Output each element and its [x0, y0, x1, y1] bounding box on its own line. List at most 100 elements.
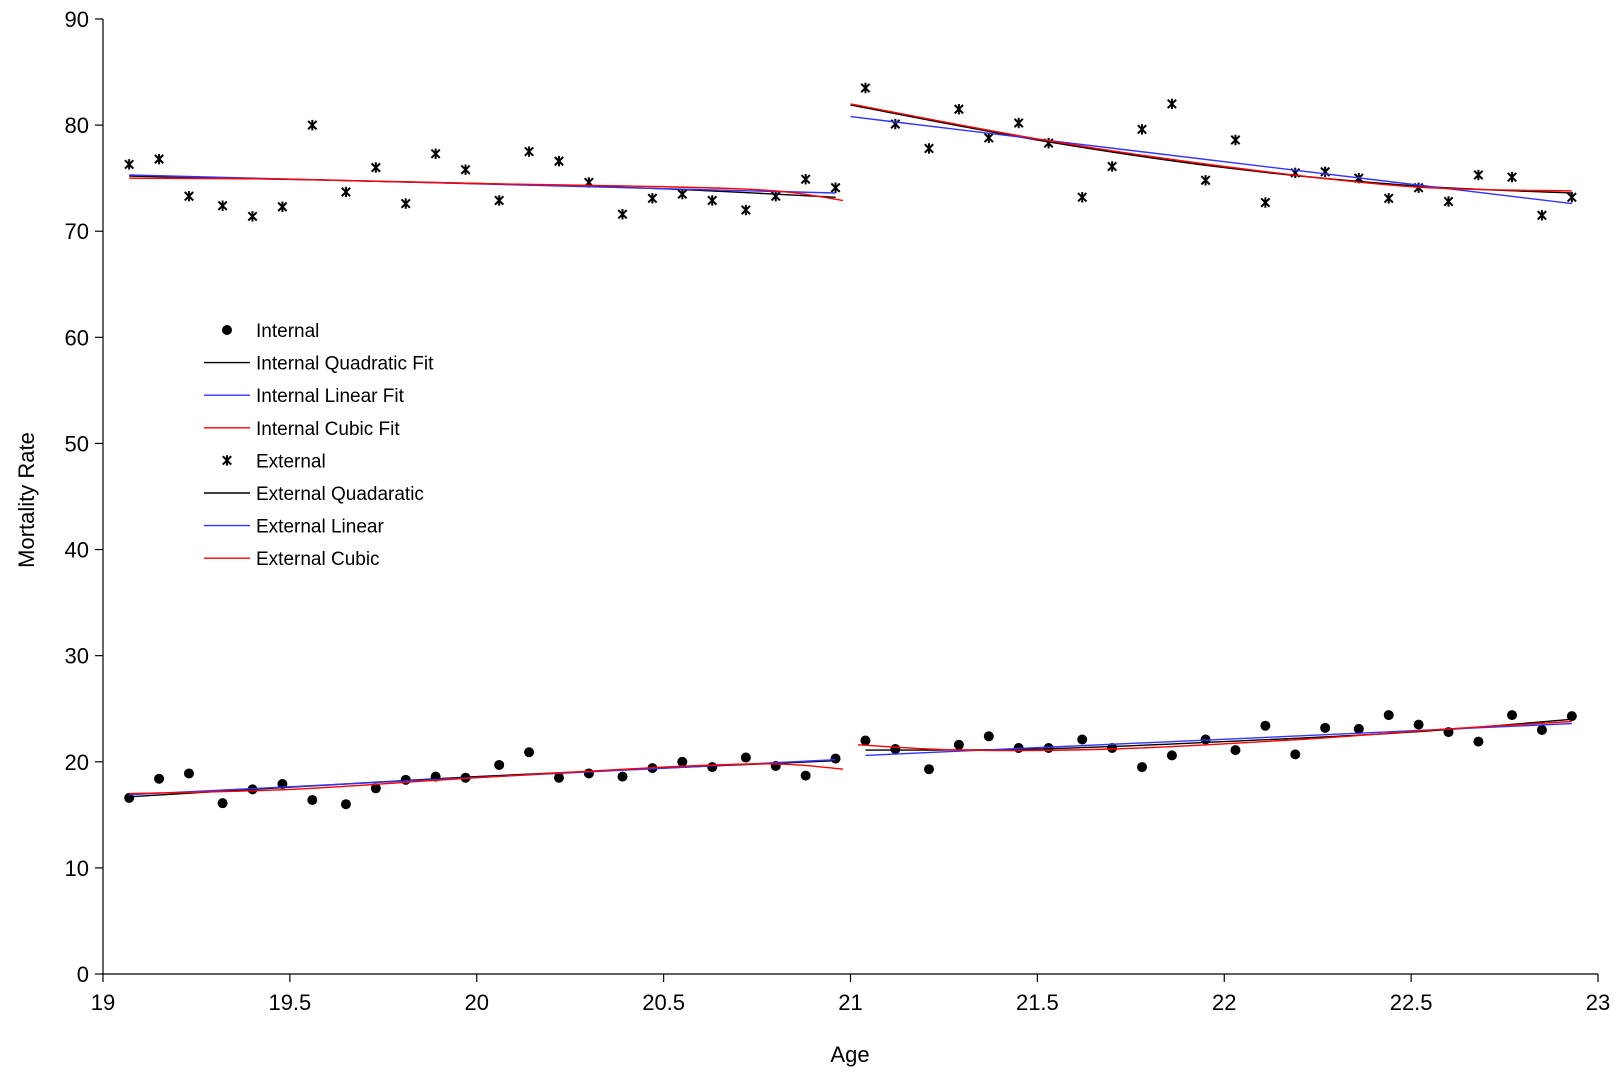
series-external-cubic [129, 103, 1572, 202]
data-point-external [1443, 196, 1454, 207]
series-internal [124, 710, 1577, 810]
data-point-external [1230, 134, 1241, 146]
data-point-internal [1107, 742, 1118, 753]
fit-line-external-quadaratic [850, 104, 1572, 194]
data-point-external [341, 186, 351, 198]
data-point-external [247, 211, 258, 222]
fit-line-external-cubic [129, 177, 844, 202]
data-point-internal [217, 798, 228, 809]
data-point-external [494, 195, 505, 206]
data-point-external [953, 103, 964, 115]
y-tick-label: 50 [65, 431, 89, 456]
y-tick-label: 90 [65, 7, 89, 32]
fit-line-internal-quadratic-fit [865, 718, 1572, 751]
legend-label: Internal Linear Fit [256, 386, 405, 407]
data-point-external [770, 191, 781, 202]
data-point-internal [830, 753, 841, 764]
data-point-internal [1473, 736, 1484, 747]
data-point-internal [1383, 710, 1394, 721]
data-point-internal [1507, 710, 1518, 721]
data-point-internal [124, 792, 135, 803]
data-point-internal [707, 762, 718, 773]
legend-label: External Linear [256, 517, 384, 538]
data-point-internal [370, 783, 381, 794]
x-tick-label: 22.5 [1390, 990, 1433, 1015]
y-tick-label: 80 [65, 113, 89, 138]
data-point-internal [1566, 711, 1577, 722]
y-tick-label: 20 [65, 750, 89, 775]
data-point-external [124, 159, 135, 170]
data-point-internal [800, 770, 811, 781]
fit-line-internal-cubic-fit [857, 720, 1572, 752]
data-point-internal [183, 768, 194, 779]
y-tick-label: 10 [65, 856, 89, 881]
data-point-external [1473, 169, 1484, 181]
data-point-external [740, 204, 751, 216]
x-tick-label: 23 [1586, 990, 1610, 1015]
data-point-external [1137, 124, 1147, 135]
data-point-external [400, 198, 411, 209]
x-tick-label: 22 [1212, 990, 1236, 1015]
data-point-internal [553, 772, 564, 783]
data-point-external [1383, 193, 1394, 204]
legend-label: Internal Cubic Fit [256, 419, 400, 440]
legend-item-internal-linear-fit: Internal Linear Fit [204, 386, 405, 407]
data-point-external [277, 201, 288, 213]
series-external [124, 82, 1577, 222]
data-point-external [830, 182, 841, 193]
data-point-internal [1077, 734, 1088, 745]
legend-label: External [256, 451, 326, 472]
axes: 0 10 20 30 40 50 60 70 80 90 19 19.5 20 20.5 21 21.5 22 2… [65, 7, 1611, 1015]
fit-line-external-linear [850, 115, 1572, 205]
data-point-internal [1230, 745, 1241, 756]
series-internal-cubic-fit [129, 720, 1572, 795]
data-point-external [1566, 192, 1577, 203]
data-point-external [983, 132, 994, 144]
y-tick-label: 70 [65, 219, 89, 244]
data-point-external [800, 174, 811, 185]
data-point-external [924, 143, 934, 154]
x-tick-label: 21.5 [1016, 990, 1059, 1015]
legend: Internal Internal Quadratic Fit Internal L… [204, 321, 434, 570]
data-point-internal [1413, 719, 1424, 730]
data-point-external [307, 119, 318, 131]
data-point-internal [1166, 750, 1177, 761]
data-point-external [217, 200, 228, 211]
series-external-quadaratic [129, 104, 1572, 198]
data-point-external [184, 191, 194, 202]
legend-item-internal: Internal [222, 321, 319, 342]
x-tick-label: 21 [838, 990, 862, 1015]
data-point-internal [923, 764, 934, 775]
data-point-external [1200, 175, 1211, 186]
legend-item-external-cubic: External Cubic [204, 549, 380, 570]
data-point-internal [983, 731, 994, 742]
data-point-external [1167, 98, 1177, 110]
data-point-external [647, 193, 658, 204]
data-point-internal [1536, 724, 1547, 735]
legend-marker [222, 325, 232, 335]
data-point-internal [340, 799, 351, 810]
data-point-internal [677, 756, 688, 767]
data-point-external [890, 118, 901, 130]
y-tick-label: 0 [77, 962, 89, 987]
fit-line-external-cubic [850, 103, 1572, 192]
legend-label: External Quadaratic [256, 484, 424, 505]
data-point-external [154, 153, 164, 165]
x-axis-title: Age [830, 1042, 869, 1067]
legend-item-external: External [222, 451, 326, 472]
data-point-external [1260, 197, 1271, 208]
y-axis-title: Mortality Rate [14, 432, 39, 568]
y-tick-label: 40 [65, 538, 89, 563]
data-point-external [677, 188, 688, 200]
data-point-external [1107, 161, 1118, 172]
data-point-external [617, 209, 628, 220]
data-point-external [1320, 166, 1331, 177]
data-point-external [860, 82, 871, 94]
plot-area [124, 82, 1577, 810]
data-point-internal [890, 744, 901, 755]
legend-marker [222, 455, 232, 466]
data-point-external [430, 148, 441, 159]
data-point-internal [583, 768, 594, 779]
data-point-internal [1353, 723, 1364, 734]
legend-item-external-linear: External Linear [204, 517, 384, 538]
